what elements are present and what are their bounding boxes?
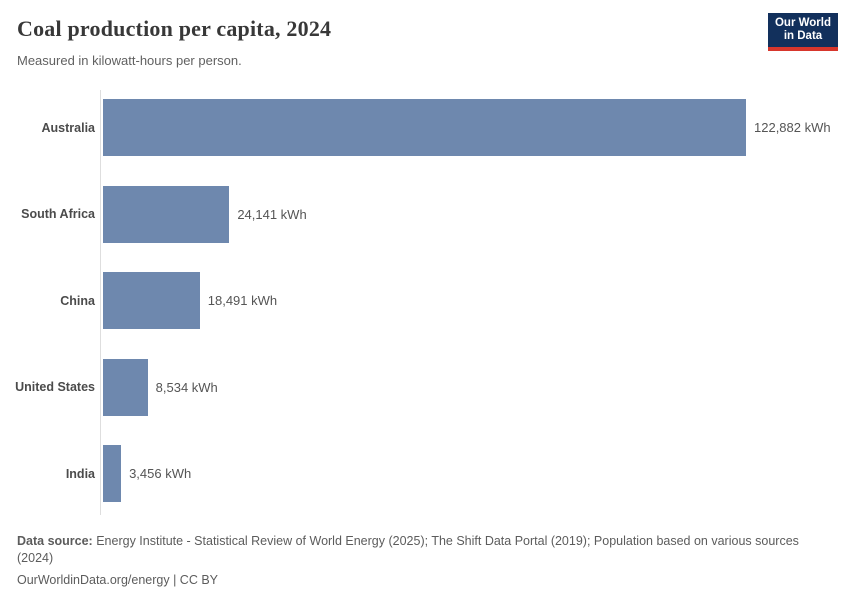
chart-rows: Australia 122,882 kWh South Africa 24,141 k… (0, 99, 850, 502)
y-axis-line (100, 90, 101, 515)
category-label: South Africa (21, 207, 95, 221)
value-label: 122,882 kWh (754, 120, 831, 135)
bar-area: 8,534 kWh (103, 358, 850, 416)
bar-area: 24,141 kWh (103, 185, 850, 243)
chart-row: Australia 122,882 kWh (0, 99, 850, 156)
bar[interactable] (103, 445, 122, 502)
bar-chart: Australia 122,882 kWh South Africa 24,141 k… (0, 90, 850, 515)
bar[interactable] (103, 358, 148, 416)
chart-row: China 18,491 kWh (0, 272, 850, 329)
bar[interactable] (103, 99, 746, 156)
owid-logo-line2: in Data (783, 30, 823, 42)
chart-row: United States 8,534 kWh (0, 358, 850, 416)
bar-area: 3,456 kWh (103, 445, 850, 502)
category-label: Australia (41, 120, 96, 135)
chart-row: South Africa 24,141 kWh (0, 185, 850, 243)
data-source-text: Energy Institute - Statistical Review of… (17, 534, 799, 565)
bar-area: 18,491 kWh (103, 272, 850, 329)
value-label: 3,456 kWh (129, 466, 192, 481)
category-label: China (60, 293, 95, 308)
category-label: United States (15, 380, 95, 394)
category-label: India (65, 466, 95, 481)
chart-footer: Data source: Energy Institute - Statisti… (17, 533, 812, 589)
credit-line: OurWorldinData.org/energy | CC BY (17, 573, 219, 587)
value-label: 18,491 kWh (207, 293, 278, 308)
chart-title: Coal production per capita, 2024 (17, 16, 332, 41)
owid-logo-line1: Our World (774, 16, 831, 29)
owid-logo[interactable]: Our World in Data (768, 13, 838, 51)
chart-subtitle: Measured in kilowatt-hours per person. (17, 53, 242, 68)
bar-area: 122,882 kWh (103, 99, 850, 156)
value-label: 24,141 kWh (237, 206, 307, 222)
chart-row: India 3,456 kWh (0, 445, 850, 502)
data-source-label: Data source: (17, 534, 93, 548)
data-source-line: Data source: Energy Institute - Statisti… (17, 533, 812, 567)
bar[interactable] (103, 272, 200, 329)
value-label: 8,534 kWh (155, 379, 218, 395)
bar[interactable] (103, 185, 230, 243)
